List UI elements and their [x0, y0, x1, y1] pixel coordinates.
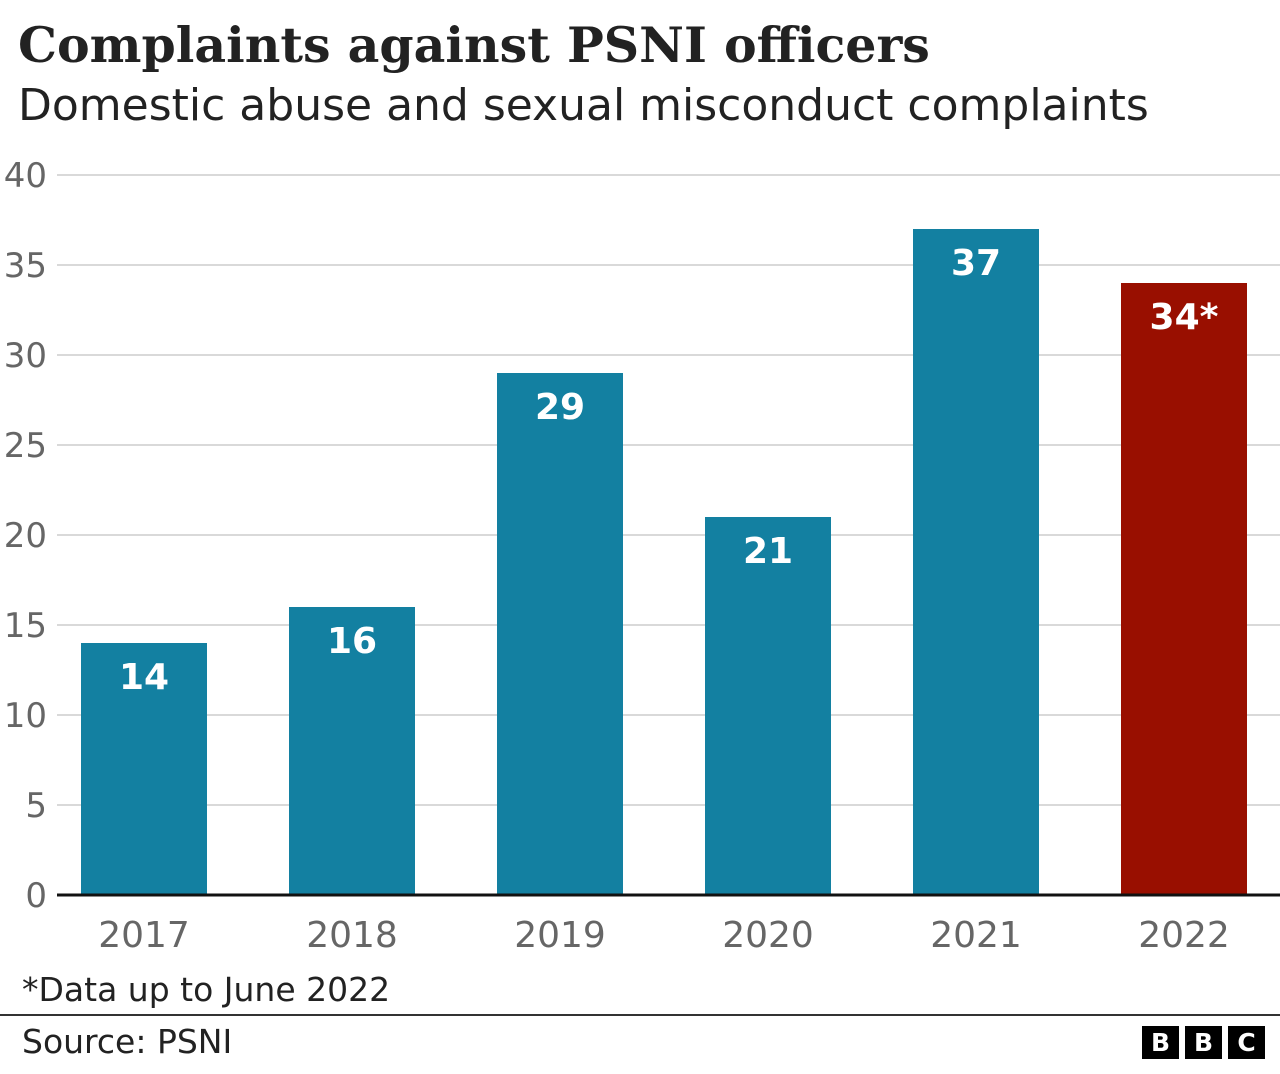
x-tick-label: 2018 — [306, 915, 398, 956]
footer-divider — [0, 1014, 1280, 1016]
x-tick-label: 2021 — [930, 915, 1022, 956]
source-text: Source: PSNI — [22, 1022, 233, 1061]
bbc-logo: B B C — [1142, 1026, 1265, 1059]
data-label: 34* — [1150, 297, 1219, 338]
bar-2017 — [81, 643, 207, 895]
bar-2019 — [497, 373, 623, 895]
x-tick-label: 2017 — [98, 915, 190, 956]
y-tick-label: 15 — [4, 606, 47, 646]
x-tick-label: 2019 — [514, 915, 606, 956]
data-label: 16 — [327, 621, 377, 662]
y-tick-label: 10 — [4, 696, 47, 736]
bar-2020 — [705, 517, 831, 895]
y-tick-label: 40 — [4, 156, 47, 196]
bar-2018 — [289, 607, 415, 895]
chart-title: Complaints against PSNI officers — [18, 16, 930, 74]
y-tick-label: 5 — [25, 786, 47, 826]
y-tick-label: 20 — [4, 516, 47, 556]
data-label: 29 — [535, 387, 585, 428]
y-tick-label: 0 — [25, 876, 47, 916]
bar-2021 — [913, 229, 1039, 895]
y-tick-label: 35 — [4, 246, 47, 286]
bar-2022 — [1121, 283, 1247, 895]
bbc-logo-b2: B — [1185, 1026, 1222, 1059]
data-label: 37 — [951, 243, 1001, 284]
chart-subtitle: Domestic abuse and sexual misconduct com… — [18, 80, 1149, 131]
y-tick-label: 25 — [4, 426, 47, 466]
x-tick-label: 2022 — [1138, 915, 1230, 956]
footnote: *Data up to June 2022 — [22, 970, 391, 1009]
data-label: 21 — [743, 531, 793, 572]
x-tick-label: 2020 — [722, 915, 814, 956]
bbc-logo-b1: B — [1142, 1026, 1179, 1059]
y-tick-label: 30 — [4, 336, 47, 376]
data-label: 14 — [119, 657, 169, 698]
bbc-logo-c: C — [1228, 1026, 1265, 1059]
